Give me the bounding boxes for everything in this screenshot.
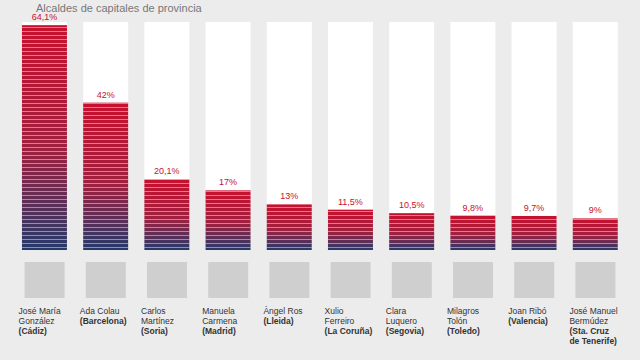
svg-text:José ManuelBermúdez(Sta. Cruzd: José ManuelBermúdez(Sta. Cruzde Tenerife… xyxy=(569,306,617,346)
svg-text:MilagrosTolón(Toledo): MilagrosTolón(Toledo) xyxy=(447,306,480,336)
svg-text:José MaríaGonzález(Cádiz): José MaríaGonzález(Cádiz) xyxy=(19,306,61,336)
svg-text:20,1%: 20,1% xyxy=(154,166,180,176)
svg-text:XulioFerreiro(La Coruña): XulioFerreiro(La Coruña) xyxy=(325,306,373,336)
svg-text:17%: 17% xyxy=(219,177,237,187)
svg-text:42%: 42% xyxy=(97,90,115,100)
svg-text:11,5%: 11,5% xyxy=(338,197,363,207)
svg-text:9,8%: 9,8% xyxy=(463,203,484,213)
svg-text:Àngel Ros(Lleida): Àngel Ros(Lleida) xyxy=(263,306,302,326)
svg-text:ClaraLuquero(Segovia): ClaraLuquero(Segovia) xyxy=(386,306,424,336)
svg-text:64,1%: 64,1% xyxy=(32,12,58,22)
svg-text:CarlosMartínez(Soria): CarlosMartínez(Soria) xyxy=(141,306,174,336)
svg-text:10,5%: 10,5% xyxy=(399,200,425,210)
html-text:Alcaldes de capitales de provi: Alcaldes de capitales de provincia xyxy=(36,2,202,14)
svg-text:Ada Colau(Barcelona): Ada Colau(Barcelona) xyxy=(80,306,127,326)
svg-text:13%: 13% xyxy=(280,191,298,201)
svg-text:ManuelaCarmena(Madrid): ManuelaCarmena(Madrid) xyxy=(202,306,237,336)
svg-text:9%: 9% xyxy=(589,205,602,215)
svg-text:9,7%: 9,7% xyxy=(524,203,545,213)
svg-text:Joan Ribó(Valencia): Joan Ribó(Valencia) xyxy=(508,306,548,326)
